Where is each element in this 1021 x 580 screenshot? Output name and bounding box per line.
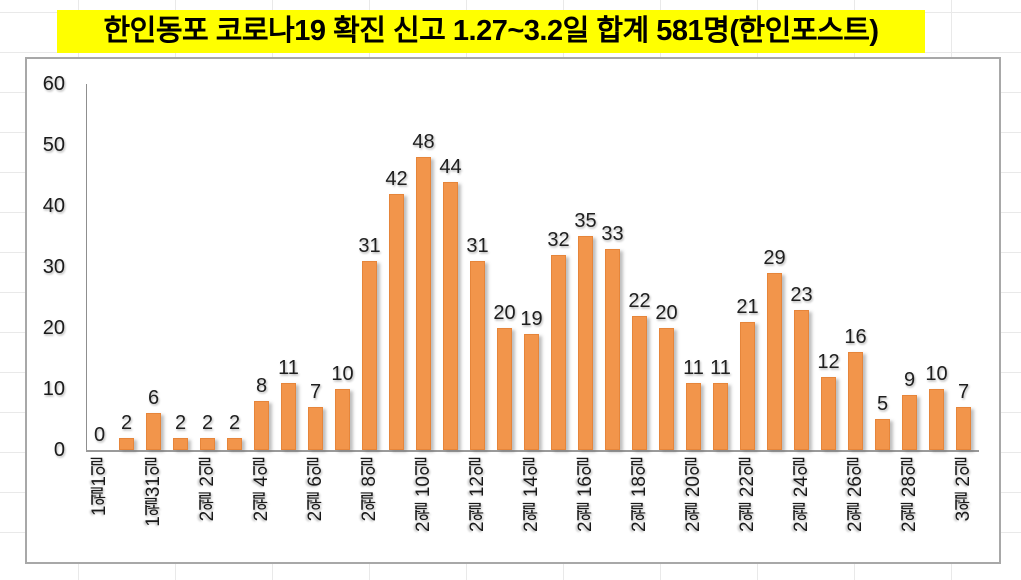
y-tick-label: 60	[42, 73, 65, 95]
bar	[848, 352, 863, 450]
bar-value-label: 48	[412, 131, 435, 153]
bar	[524, 334, 539, 450]
bar	[281, 383, 296, 450]
bar-value-label: 8	[255, 375, 268, 397]
bar	[335, 389, 350, 450]
x-tick-label: 1월1일	[88, 457, 110, 517]
y-tick-label: 20	[42, 317, 65, 339]
bar	[578, 236, 593, 450]
bar-value-label: 35	[574, 210, 597, 232]
bar-value-label: 44	[439, 156, 462, 178]
x-tick-label: 2월 18일	[628, 457, 650, 532]
bar	[686, 383, 701, 450]
bar	[740, 322, 755, 450]
bar-value-label: 7	[957, 381, 970, 403]
bar-value-label: 10	[331, 363, 354, 385]
bar-value-label: 5	[876, 393, 889, 415]
bar	[659, 328, 674, 450]
bar	[200, 438, 215, 450]
bar-value-label: 11	[278, 357, 299, 379]
bar-value-label: 2	[228, 412, 241, 434]
bar-value-label: 20	[655, 302, 678, 324]
y-tick-label: 30	[42, 256, 65, 278]
bar-value-label: 2	[201, 412, 214, 434]
bar-value-label: 32	[547, 229, 570, 251]
bar	[416, 157, 431, 450]
x-axis-line	[86, 450, 979, 452]
bar	[605, 249, 620, 450]
x-tick-label: 2월 2일	[196, 457, 218, 522]
x-tick-label: 2월 20일	[682, 457, 704, 532]
bar	[470, 261, 485, 450]
bar-value-label: 9	[903, 369, 916, 391]
bar-value-label: 33	[601, 223, 624, 245]
bar-value-label: 20	[493, 302, 516, 324]
bar-value-label: 42	[385, 168, 408, 190]
bar	[821, 377, 836, 450]
bar	[551, 255, 566, 450]
y-axis-line	[86, 84, 87, 450]
bar-value-label: 0	[93, 424, 106, 446]
bar-value-label: 10	[925, 363, 948, 385]
chart-title: 한인동포 코로나19 확진 신고 1.27~3.2일 합계 581명(한인포스트…	[57, 10, 925, 53]
bar	[308, 407, 323, 450]
bar	[497, 328, 512, 450]
bar-value-label: 12	[817, 351, 840, 373]
bar	[632, 316, 647, 450]
bar	[956, 407, 971, 450]
x-tick-label: 2월 4일	[250, 457, 272, 522]
x-tick-label: 1월31일	[142, 457, 164, 527]
bar	[767, 273, 782, 450]
bar	[119, 438, 134, 450]
bar-value-label: 6	[147, 387, 160, 409]
bar-value-label: 11	[683, 357, 704, 379]
x-tick-label: 2월 28일	[898, 457, 920, 532]
bar-value-label: 2	[120, 412, 133, 434]
x-tick-label: 2월 6일	[304, 457, 326, 522]
bar-value-label: 31	[358, 235, 381, 257]
bar-value-label: 11	[710, 357, 731, 379]
bar-value-label: 23	[790, 284, 813, 306]
x-tick-label: 2월 24일	[790, 457, 812, 532]
bar-value-label: 19	[520, 308, 543, 330]
bar-value-label: 21	[736, 296, 759, 318]
bar-value-label: 16	[844, 326, 867, 348]
x-tick-label: 2월 8일	[358, 457, 380, 522]
bar	[173, 438, 188, 450]
plot-area: 0 10 20 30 40 50 60 0 2 6 2 2 2 8 11 7 10 31 42 48 44 31 20 19…	[27, 59, 999, 562]
bar-value-label: 7	[309, 381, 322, 403]
x-tick-label: 2월 16일	[574, 457, 596, 532]
bar	[929, 389, 944, 450]
x-tick-label: 2월 26일	[844, 457, 866, 532]
bar	[362, 261, 377, 450]
y-tick-label: 40	[42, 195, 65, 217]
bar	[146, 413, 161, 450]
y-tick-label: 0	[53, 439, 65, 461]
bar	[443, 182, 458, 450]
bar	[794, 310, 809, 450]
x-tick-label: 2월 10일	[412, 457, 434, 532]
bar	[389, 194, 404, 450]
x-tick-label: 3월 2일	[952, 457, 974, 522]
bar	[902, 395, 917, 450]
bar	[254, 401, 269, 450]
x-tick-label: 2월 22일	[736, 457, 758, 532]
bar	[875, 419, 890, 450]
bar	[713, 383, 728, 450]
bar-value-label: 22	[628, 290, 651, 312]
bar-chart: 0 10 20 30 40 50 60 0 2 6 2 2 2 8 11 7 10 31 42 48 44 31 20 19…	[25, 57, 1001, 564]
bar-value-label: 2	[174, 412, 187, 434]
bar	[227, 438, 242, 450]
y-tick-label: 50	[42, 134, 65, 156]
x-tick-label: 2월 14일	[520, 457, 542, 532]
bar-value-label: 31	[466, 235, 489, 257]
y-tick-label: 10	[42, 378, 65, 400]
x-tick-label: 2월 12일	[466, 457, 488, 532]
bar-value-label: 29	[763, 247, 786, 269]
